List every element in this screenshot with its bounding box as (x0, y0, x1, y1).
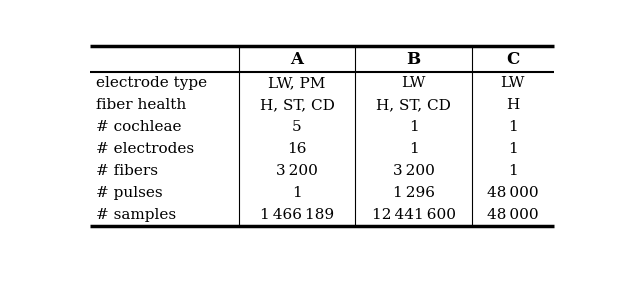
Text: 1: 1 (292, 186, 302, 200)
Text: H, ST, CD: H, ST, CD (376, 98, 451, 112)
Text: # electrodes: # electrodes (96, 142, 194, 156)
Text: H, ST, CD: H, ST, CD (260, 98, 335, 112)
Text: 1: 1 (409, 142, 419, 156)
Text: # cochleae: # cochleae (96, 120, 181, 134)
Text: electrode type: electrode type (96, 76, 207, 90)
Text: 3 200: 3 200 (276, 164, 318, 178)
Text: 48 000: 48 000 (487, 207, 539, 222)
Text: 1: 1 (508, 142, 518, 156)
Text: 3 200: 3 200 (392, 164, 435, 178)
Text: 1 296: 1 296 (392, 186, 435, 200)
Text: LW: LW (401, 76, 426, 90)
Text: fiber health: fiber health (96, 98, 186, 112)
Text: 48 000: 48 000 (487, 186, 539, 200)
Text: H: H (506, 98, 520, 112)
Text: 16: 16 (287, 142, 307, 156)
Text: # pulses: # pulses (96, 186, 163, 200)
Text: LW, PM: LW, PM (268, 76, 326, 90)
Text: 1 466 189: 1 466 189 (260, 207, 334, 222)
Text: 1: 1 (508, 164, 518, 178)
Text: LW: LW (500, 76, 525, 90)
Text: A: A (291, 51, 303, 68)
Text: 1: 1 (508, 120, 518, 134)
Text: # samples: # samples (96, 207, 176, 222)
Text: 5: 5 (292, 120, 302, 134)
Text: B: B (406, 51, 420, 68)
Text: C: C (506, 51, 520, 68)
Text: 12 441 600: 12 441 600 (372, 207, 456, 222)
Text: # fibers: # fibers (96, 164, 158, 178)
Text: 1: 1 (409, 120, 419, 134)
